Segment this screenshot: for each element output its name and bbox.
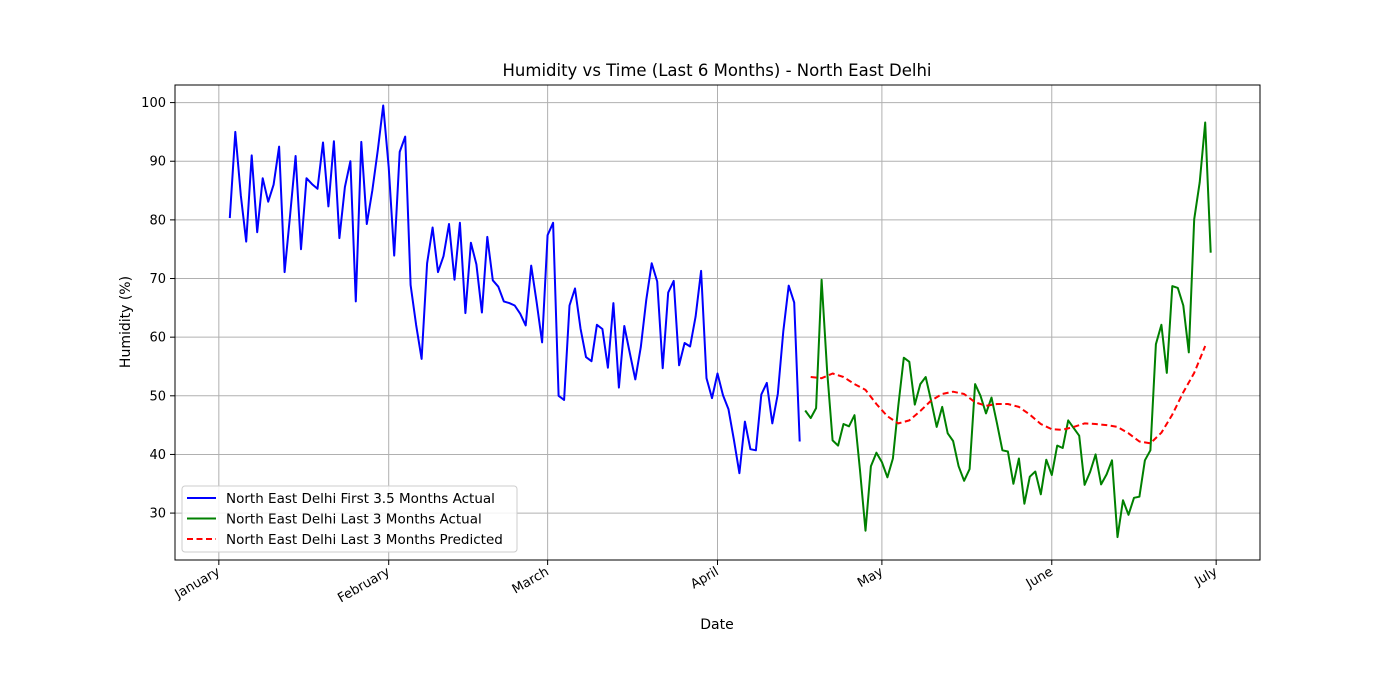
y-tick-label: 60 <box>149 331 166 346</box>
x-axis-label: Date <box>700 617 733 633</box>
legend-label: North East Delhi Last 3 Months Actual <box>226 512 482 528</box>
y-tick-label: 70 <box>149 272 166 287</box>
series-line-first-actual <box>228 104 801 475</box>
chart-legend: North East Delhi First 3.5 Months Actual… <box>181 485 518 553</box>
x-tick-label: June <box>1023 564 1056 592</box>
legend-label: North East Delhi First 3.5 Months Actual <box>226 491 495 507</box>
x-tick-label: March <box>510 564 552 597</box>
y-tick-label: 50 <box>149 389 166 404</box>
y-tick-label: 40 <box>149 448 166 463</box>
chart-title: Humidity vs Time (Last 6 Months) - North… <box>503 61 932 80</box>
x-tick-label: May <box>855 564 886 591</box>
x-tick-label: February <box>335 564 393 606</box>
legend-box <box>181 485 518 553</box>
series-line-last-predicted <box>810 345 1207 445</box>
y-tick-label: 80 <box>149 213 166 228</box>
series-lines <box>228 104 1212 539</box>
x-tick-label: January <box>172 564 223 602</box>
x-axis: January February March April May June July <box>172 560 1221 606</box>
y-axis: 30 40 50 60 70 80 90 100 <box>141 96 175 522</box>
series-line-last-actual <box>804 121 1212 539</box>
y-tick-label: 90 <box>149 155 166 170</box>
y-tick-label: 100 <box>141 96 166 111</box>
x-tick-label: July <box>1192 564 1221 589</box>
x-tick-label: April <box>688 564 721 592</box>
legend-label: North East Delhi Last 3 Months Predicted <box>226 532 503 548</box>
y-tick-label: 30 <box>149 507 166 522</box>
y-axis-label: Humidity (%) <box>118 276 134 368</box>
